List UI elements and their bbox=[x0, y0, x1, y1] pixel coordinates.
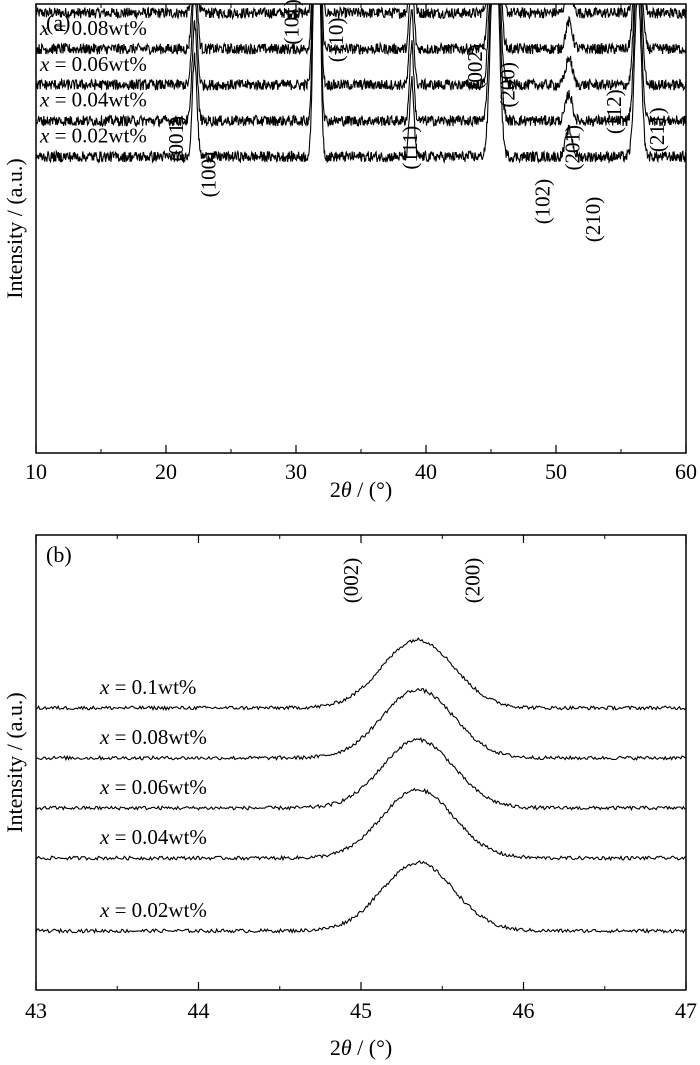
series-label: x = 0.02wt% bbox=[99, 898, 207, 922]
x-tick-label: 20 bbox=[155, 459, 177, 484]
series-label: x = 0.1wt% bbox=[99, 675, 196, 699]
x-tick-label: 46 bbox=[513, 998, 535, 1023]
series-line-3 bbox=[35, 737, 687, 812]
series-label: x = 0.04wt% bbox=[99, 825, 207, 849]
peak-annotation: (102) bbox=[531, 179, 555, 225]
series-label: x = 0.02wt% bbox=[39, 124, 147, 148]
series-line-4 bbox=[35, 787, 687, 862]
y-axis-label: Intensity / (a.u.) bbox=[2, 692, 27, 833]
series-line-4 bbox=[35, 3, 687, 128]
series-label: x = 0.04wt% bbox=[39, 88, 147, 112]
series-line-3 bbox=[35, 3, 687, 92]
series-line-1 bbox=[35, 3, 687, 21]
peak-annotation: (112) bbox=[602, 89, 626, 134]
peak-annotation: (002) bbox=[463, 44, 487, 90]
x-tick-label: 10 bbox=[25, 459, 47, 484]
peak-annotation: (210) bbox=[581, 197, 605, 243]
x-tick-label: 50 bbox=[545, 459, 567, 484]
x-tick-label: 60 bbox=[675, 459, 697, 484]
chart-panel-b: 43 44 45 46 47 2θ / (°) Intensity / (a.u.) (b) x… bbox=[2, 534, 697, 1060]
peak-annotation: (002) bbox=[339, 558, 363, 604]
peak-annotation: (001) bbox=[164, 116, 188, 162]
series-line-1 bbox=[35, 637, 687, 712]
series-label: x = 0.08wt% bbox=[39, 16, 147, 40]
peak-annotation: (111) bbox=[398, 126, 422, 170]
x-tick-label: 47 bbox=[675, 998, 697, 1023]
peak-annotation: (200) bbox=[461, 558, 485, 604]
peak-annotation: (100) bbox=[196, 152, 220, 198]
peak-annotation: (201) bbox=[560, 125, 584, 171]
series-label: x = 0.06wt% bbox=[39, 52, 147, 76]
series-line-2 bbox=[35, 687, 687, 762]
panel-label: (b) bbox=[46, 542, 72, 567]
series-label: x = 0.1wt% bbox=[39, 0, 136, 4]
peak-annotation: (211) bbox=[645, 107, 669, 152]
x-tick-label: 44 bbox=[188, 998, 210, 1023]
x-tick-label: 43 bbox=[25, 998, 47, 1023]
series-line-5 bbox=[35, 3, 687, 165]
peak-annotation: (110) bbox=[324, 18, 348, 63]
x-tick-label: 45 bbox=[350, 998, 372, 1023]
x-tick-label: 30 bbox=[285, 459, 307, 484]
x-tick-label: 40 bbox=[415, 459, 437, 484]
series-line-5 bbox=[35, 860, 687, 934]
x-axis-label: 2θ / (°) bbox=[330, 477, 392, 502]
series-label: x = 0.08wt% bbox=[99, 725, 207, 749]
y-axis-label: Intensity / (a.u.) bbox=[2, 158, 27, 299]
peak-annotation: (200) bbox=[495, 62, 519, 108]
x-axis-label: 2θ / (°) bbox=[330, 1035, 392, 1060]
series-label: x = 0.06wt% bbox=[99, 775, 207, 799]
series-line-2 bbox=[35, 3, 687, 56]
peak-annotation: (101) bbox=[280, 0, 304, 45]
